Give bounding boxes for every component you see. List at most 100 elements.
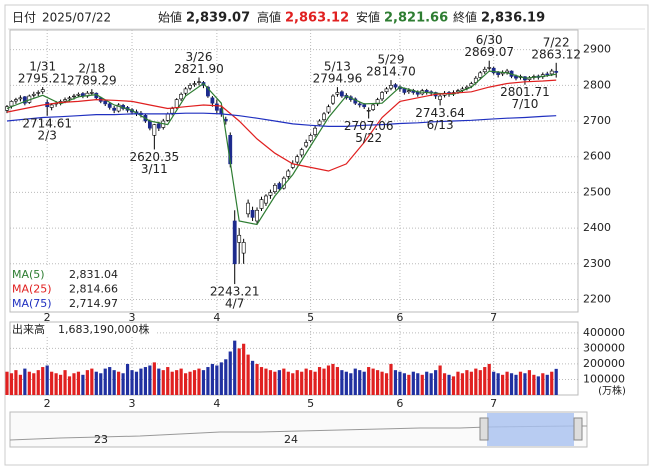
legend-value: 2,814.66 — [69, 283, 118, 296]
volume-bar — [460, 373, 465, 395]
candle-body — [371, 104, 376, 110]
navigator-line — [9, 425, 587, 441]
volume-bar — [353, 368, 357, 395]
volume-bar — [362, 371, 366, 395]
volume-bar — [179, 368, 183, 395]
candle-body — [76, 93, 81, 96]
candle-body — [72, 95, 76, 98]
volume-bar — [349, 373, 353, 395]
navigator-label: 24 — [284, 433, 298, 446]
candle-body — [183, 88, 188, 94]
volume-bar — [264, 368, 268, 395]
volume-bar — [380, 371, 384, 395]
volume-bar — [161, 370, 165, 395]
volume-bar — [36, 370, 40, 395]
volume-bar — [72, 373, 76, 395]
volume-bar — [496, 373, 500, 395]
volume-bar — [18, 374, 22, 395]
legend-value: 2,714.97 — [69, 297, 118, 310]
volume-bar — [300, 371, 304, 395]
volume-bar — [367, 367, 371, 395]
candle-body — [5, 106, 9, 111]
volume-bar — [224, 359, 228, 395]
volume-tick-label: 400000 — [583, 326, 625, 339]
candle-body — [264, 195, 268, 204]
volume-tick-label: 300000 — [583, 341, 625, 354]
volume-bar — [322, 368, 326, 395]
candle-body — [241, 242, 246, 254]
candle-body — [147, 120, 152, 129]
candle-body — [259, 199, 264, 209]
candle-body — [549, 70, 554, 75]
annotation-value: 2821.90 — [174, 62, 224, 76]
volume-bar — [134, 371, 139, 395]
volume-bar — [469, 371, 473, 395]
volume-bar — [335, 367, 340, 395]
annotation-value: 2789.29 — [67, 74, 117, 88]
candle-body — [165, 113, 170, 121]
volume-bar — [442, 373, 447, 395]
candle-body — [384, 88, 389, 93]
volume-bar — [67, 376, 72, 395]
volume-bar — [282, 368, 286, 395]
volume-tick-label: 200000 — [583, 357, 625, 370]
volume-bar — [54, 373, 58, 395]
volume-bar — [447, 374, 451, 395]
legend-box — [11, 267, 119, 311]
high-label: 高値 — [257, 10, 281, 25]
annotation-date: 1/31 — [29, 60, 56, 74]
annotation-date: 5/22 — [355, 131, 382, 145]
candle-body — [67, 97, 72, 100]
candle-body — [152, 124, 157, 136]
volume-bar — [545, 374, 549, 395]
candle-body — [339, 91, 344, 97]
candle-body — [107, 103, 112, 108]
volume-bar — [438, 365, 442, 395]
volume-bar — [317, 367, 322, 395]
volume-bar — [434, 370, 438, 395]
date: 2025/07/22 — [42, 11, 111, 25]
open-value: 2,839.07 — [186, 11, 250, 26]
volume-bar — [125, 363, 130, 395]
volume-bar — [250, 360, 255, 395]
volume-bar — [425, 371, 429, 395]
high-value: 2,863.12 — [285, 11, 349, 26]
candle-body — [389, 85, 393, 89]
candle-body — [362, 104, 367, 108]
candle-body — [112, 107, 117, 111]
x-tick-label: 7 — [490, 397, 497, 410]
candle-body — [286, 170, 291, 177]
candle-body — [268, 192, 273, 196]
annotation-value: 2707.06 — [344, 119, 394, 133]
volume-bar — [286, 371, 290, 395]
price-panel — [9, 29, 579, 313]
navigator-selection[interactable] — [487, 413, 574, 446]
date-label: 日付 — [12, 11, 36, 25]
volume-bar — [416, 373, 420, 395]
volume-bar — [242, 343, 246, 395]
open-label: 始値 — [158, 10, 182, 25]
volume-bar — [532, 374, 536, 395]
volume-bar — [371, 368, 375, 395]
volume-bar — [99, 373, 103, 395]
volume-bar — [215, 365, 219, 395]
candle-body — [31, 93, 36, 96]
volume-bar — [121, 373, 125, 395]
volume-bar — [536, 376, 540, 395]
volume-bar — [27, 371, 31, 395]
candle-body — [18, 97, 23, 100]
volume-bar — [313, 371, 317, 395]
volume-bar — [63, 370, 67, 395]
volume-tick-label: 100000 — [583, 372, 625, 385]
annotation-date: 2/3 — [38, 128, 57, 142]
navigator-handle[interactable] — [479, 417, 489, 441]
navigator-handle[interactable] — [573, 417, 583, 441]
annotation-value: 2743.64 — [415, 106, 465, 120]
candle-body — [237, 234, 242, 243]
volume-bar — [219, 362, 223, 395]
candle-body — [317, 120, 322, 125]
volume-bar — [108, 367, 112, 395]
volume-bar — [277, 370, 281, 395]
candle-body — [156, 123, 161, 129]
candle-body — [554, 71, 559, 73]
